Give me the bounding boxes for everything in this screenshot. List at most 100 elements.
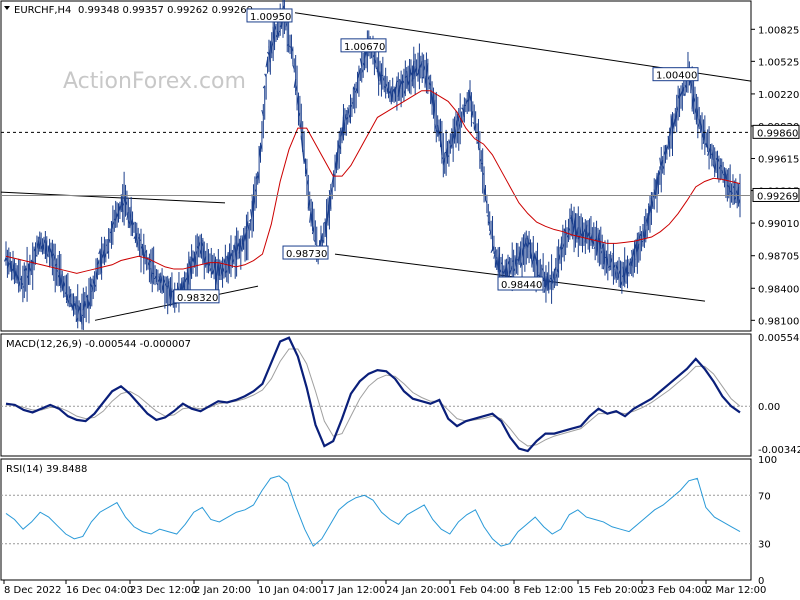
price-bar-open bbox=[74, 301, 77, 310]
price-callout-box bbox=[246, 8, 293, 23]
price-bar-open bbox=[439, 138, 443, 156]
price-bar-open bbox=[711, 149, 714, 160]
price-bar-open bbox=[612, 264, 616, 269]
price-bar-open bbox=[493, 251, 496, 259]
price-bar-open bbox=[231, 259, 235, 263]
price-bar-open bbox=[224, 270, 228, 274]
price-bar-open bbox=[108, 238, 111, 243]
price-bar-open bbox=[106, 251, 110, 254]
price-bar-open bbox=[671, 120, 675, 129]
price-bar-open bbox=[537, 274, 540, 277]
axis-price-box bbox=[752, 187, 800, 202]
price-bar-open bbox=[191, 256, 194, 263]
price-bar-open bbox=[352, 86, 356, 91]
price-bar-open bbox=[67, 298, 70, 304]
time-tick-label: 8 Feb 12:00 bbox=[514, 585, 573, 596]
price-bar-open bbox=[697, 123, 700, 128]
price-bar-open bbox=[49, 247, 52, 254]
price-bar-open bbox=[21, 282, 24, 286]
price-bar-open bbox=[196, 245, 200, 249]
price-bar-open bbox=[64, 292, 67, 295]
price-bar-open bbox=[286, 44, 289, 46]
price-bar-open bbox=[527, 237, 530, 248]
price-bar-open bbox=[657, 171, 661, 176]
price-bar-open bbox=[677, 94, 681, 100]
price-bar-open bbox=[236, 242, 239, 252]
price-tick-label: 0.98400 bbox=[758, 284, 799, 295]
price-bar-open bbox=[406, 70, 409, 90]
rsi-panel bbox=[0, 458, 752, 581]
price-callout-label: 0.98730 bbox=[286, 249, 327, 260]
price-bar-open bbox=[84, 301, 87, 308]
time-tick-label: 15 Feb 20:00 bbox=[578, 585, 644, 596]
price-bar-open bbox=[285, 22, 288, 27]
price-bar-open bbox=[528, 241, 531, 245]
price-bar-open bbox=[400, 80, 403, 85]
price-bar-open bbox=[407, 80, 411, 86]
price-bar-open bbox=[718, 166, 721, 170]
price-bar-open bbox=[698, 118, 702, 126]
price-bar-open bbox=[649, 203, 652, 214]
price-bar-open bbox=[355, 87, 358, 92]
price-bar-open bbox=[199, 249, 202, 255]
price-bar-open bbox=[267, 51, 270, 55]
price-bar-open bbox=[155, 282, 159, 286]
price-bar-open bbox=[486, 215, 489, 217]
price-bar-open bbox=[482, 172, 485, 176]
price-bar-open bbox=[397, 85, 401, 97]
price-bar-open bbox=[683, 93, 686, 97]
trend-line bbox=[0, 191, 226, 204]
price-bar-open bbox=[545, 275, 548, 291]
price-bar-open bbox=[452, 132, 456, 140]
price-bar-open bbox=[678, 92, 682, 98]
price-bar-open bbox=[348, 114, 351, 119]
price-bar-open bbox=[396, 80, 399, 83]
price-bar-open bbox=[376, 66, 380, 82]
price-bar-open bbox=[442, 157, 446, 166]
price-bar-open bbox=[362, 62, 365, 66]
price-bar-open bbox=[334, 160, 337, 171]
price-bar-open bbox=[534, 254, 537, 261]
price-bar-open bbox=[36, 240, 39, 249]
macd-line bbox=[5, 336, 741, 453]
price-bar-open bbox=[271, 41, 274, 47]
price-bar-open bbox=[605, 254, 609, 266]
price-bar-open bbox=[524, 237, 527, 249]
price-bar-open bbox=[184, 278, 187, 283]
price-bar-open bbox=[274, 25, 277, 31]
time-tick-label: 23 Feb 04:00 bbox=[642, 585, 708, 596]
price-bar-open bbox=[200, 241, 204, 247]
price-bar-open bbox=[449, 144, 453, 148]
price-bar-open bbox=[345, 116, 349, 120]
price-bar-open bbox=[306, 180, 309, 186]
price-bar-open bbox=[72, 302, 76, 307]
price-bar-open bbox=[428, 82, 432, 86]
price-bar-open bbox=[70, 302, 73, 308]
price-bar-open bbox=[461, 107, 464, 111]
dropdown-icon[interactable] bbox=[4, 6, 10, 10]
price-bar-open bbox=[327, 198, 330, 219]
price-bar-open bbox=[272, 26, 276, 45]
price-bar-open bbox=[75, 317, 79, 322]
price-callout-box bbox=[497, 276, 544, 291]
price-bar-open bbox=[147, 261, 150, 266]
price-bar-open bbox=[715, 157, 718, 161]
price-bar-open bbox=[22, 286, 25, 288]
price-bar-open bbox=[244, 232, 247, 242]
price-bar-open bbox=[359, 58, 363, 67]
price-bar-open bbox=[475, 136, 478, 139]
price-bar-open bbox=[182, 280, 186, 291]
price-bar-open bbox=[356, 72, 360, 79]
price-bar-open bbox=[88, 300, 91, 307]
price-bar-open bbox=[700, 122, 703, 133]
price-bar-open bbox=[96, 261, 100, 266]
price-bar-open bbox=[43, 238, 46, 244]
price-bar-open bbox=[157, 279, 160, 283]
axis-price-box-label: 0.99269 bbox=[757, 191, 798, 202]
price-bar-open bbox=[408, 67, 412, 78]
price-bar-open bbox=[5, 256, 8, 261]
price-bar-open bbox=[714, 160, 717, 172]
price-bar-open bbox=[238, 237, 242, 254]
price-bar-open bbox=[150, 267, 153, 283]
